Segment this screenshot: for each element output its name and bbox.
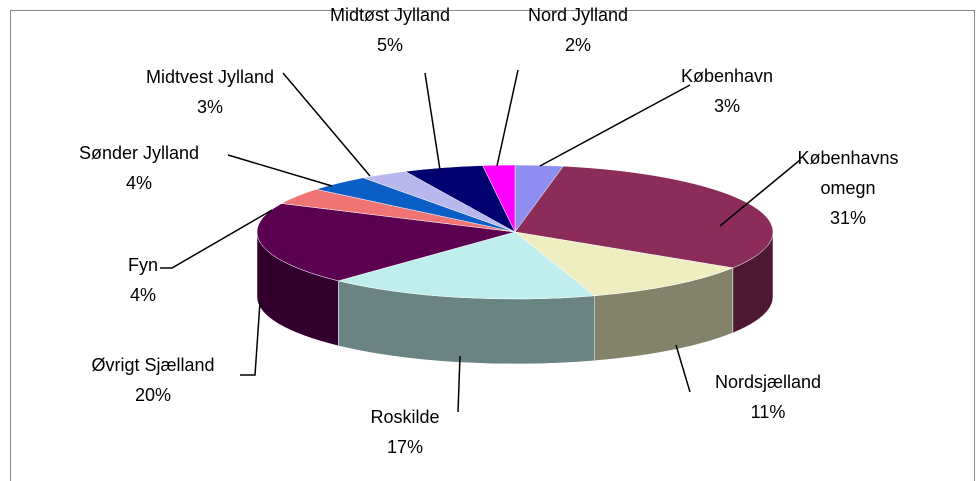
category-label: Nordsjælland — [714, 372, 822, 392]
slice-label: København 3% — [681, 61, 773, 121]
value-label: 3% — [196, 97, 223, 117]
value-label: 3% — [713, 96, 741, 116]
category-label: København — [680, 66, 774, 86]
leader-line — [160, 209, 273, 269]
slice-label: Midtøst Jylland 5% — [330, 0, 450, 60]
category-label: Fyn — [127, 255, 159, 275]
value-label: 4% — [129, 285, 157, 305]
value-label: 17% — [386, 437, 424, 457]
slice-label: Københavns omegn 31% — [793, 143, 903, 233]
slice-label: Sønder Jylland 4% — [79, 138, 199, 198]
value-label: 2% — [564, 35, 592, 55]
category-label: Midtvest Jylland — [145, 67, 275, 87]
leader-line — [675, 344, 691, 393]
pie-slice — [337, 231, 596, 300]
slice-label: Fyn 4% — [128, 250, 158, 310]
value-label: 31% — [829, 208, 867, 228]
category-label: Øvrigt Sjælland — [91, 355, 215, 375]
category-label: Københavns omegn — [797, 148, 899, 198]
leader-line — [227, 154, 333, 187]
slice-label: Øvrigt Sjælland 20% — [91, 350, 214, 410]
value-label: 5% — [376, 35, 404, 55]
category-label: Sønder Jylland — [78, 143, 200, 163]
leader-line — [539, 84, 691, 167]
slice-label: Nord Jylland 2% — [528, 0, 628, 60]
category-label: Nord Jylland — [527, 5, 629, 25]
leader-line — [282, 72, 371, 177]
value-label: 20% — [134, 385, 172, 405]
leader-line — [496, 69, 519, 167]
pie-slice — [482, 164, 516, 233]
value-label: 4% — [125, 173, 152, 193]
leader-line — [719, 159, 801, 227]
value-label: 11% — [750, 402, 786, 422]
leader-line — [240, 301, 261, 376]
slice-label: Midtvest Jylland 3% — [146, 62, 274, 122]
leader-line — [457, 355, 461, 413]
slice-label: Nordsjælland 11% — [715, 367, 821, 427]
category-label: Midtøst Jylland — [329, 5, 451, 25]
slice-label: Roskilde 17% — [370, 402, 439, 462]
pie-slice — [514, 231, 734, 296]
chart-border — [10, 10, 975, 481]
leader-line — [424, 72, 441, 171]
category-label: Roskilde — [370, 407, 440, 427]
